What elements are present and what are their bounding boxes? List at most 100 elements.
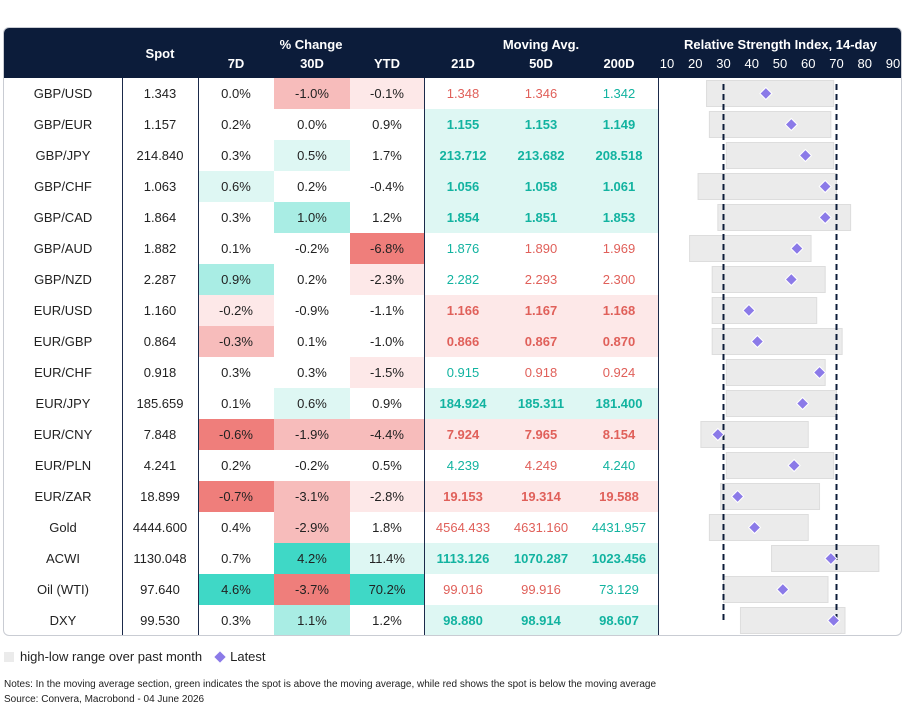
cell-ma200: 1.149 — [602, 117, 636, 132]
cell-d7: -0.6% — [198, 419, 274, 450]
cell-ma50: 1.890 — [524, 241, 558, 256]
ma-row-bg — [424, 481, 658, 512]
fx-table: Spot % Change 7D 30D YTD Moving Avg. 21D… — [3, 27, 902, 636]
cell-d7: 0.3% — [221, 210, 251, 225]
cell-ma200: 1.969 — [602, 241, 636, 256]
table-row: Oil (WTI) 97.640 4.6% -3.7% 70.2% 99.016 99.91… — [4, 574, 901, 605]
divider-spot — [198, 78, 199, 635]
cell-ytd: -2.8% — [350, 481, 424, 512]
cell-spot: 18.899 — [140, 489, 180, 504]
divider-name — [122, 78, 123, 635]
divider-change — [424, 78, 425, 635]
cell-d7: -0.3% — [198, 326, 274, 357]
cell-d7: 0.9% — [198, 264, 274, 295]
range-swatch — [4, 651, 14, 662]
cell-d30: -0.2% — [295, 458, 329, 473]
header-ytd: YTD — [374, 56, 400, 71]
cell-ma21: 4564.433 — [435, 520, 491, 535]
cell-name: EUR/GBP — [33, 334, 93, 349]
cell-ma21: 19.153 — [443, 489, 483, 504]
cell-d30: 0.5% — [274, 140, 350, 171]
cell-d30: 1.0% — [274, 202, 350, 233]
cell-ytd: 0.5% — [372, 458, 402, 473]
cell-name: ACWI — [46, 551, 80, 566]
cell-ma21: 0.915 — [446, 365, 480, 380]
cell-d7: 0.0% — [221, 86, 251, 101]
cell-d7: 0.3% — [221, 365, 251, 380]
ma-row-bg — [424, 605, 658, 635]
cell-spot: 99.530 — [140, 613, 180, 628]
cell-d30: 0.3% — [297, 365, 327, 380]
header-pct-change: % Change — [279, 37, 343, 52]
cell-ma50: 19.314 — [521, 489, 561, 504]
rsi-tick-20: 20 — [688, 56, 703, 71]
cell-ytd: -1.1% — [370, 303, 404, 318]
latest-marker-swatch — [214, 650, 226, 663]
header-200d: 200D — [603, 56, 635, 71]
cell-d7: -0.2% — [198, 295, 274, 326]
table-row: GBP/EUR 1.157 0.2% 0.0% 0.9% 1.155 1.153 1.149 — [4, 109, 901, 140]
cell-spot: 1.882 — [143, 241, 177, 256]
cell-spot: 4444.600 — [132, 520, 188, 535]
cell-name: EUR/JPY — [35, 396, 91, 411]
cell-ytd: -6.8% — [350, 233, 424, 264]
cell-spot: 214.840 — [136, 148, 184, 163]
source-text: Source: Convera, Macrobond - 04 June 202… — [4, 694, 205, 705]
cell-d30: 0.1% — [297, 334, 327, 349]
cell-ytd: -0.4% — [370, 179, 404, 194]
cell-ma200: 1023.456 — [591, 551, 647, 566]
cell-d30: 1.1% — [274, 605, 350, 635]
cell-name: EUR/CHF — [34, 365, 92, 380]
table-row: EUR/CHF 0.918 0.3% 0.3% -1.5% 0.915 0.918 0.924 — [4, 357, 901, 388]
table-row: GBP/NZD 2.287 0.9% 0.2% -2.3% 2.282 2.293 2.300 — [4, 264, 901, 295]
cell-spot: 2.287 — [143, 272, 177, 287]
cell-ma21: 1.876 — [446, 241, 480, 256]
table-row: EUR/JPY 185.659 0.1% 0.6% 0.9% 184.924 185.311… — [4, 388, 901, 419]
cell-name: GBP/CHF — [34, 179, 92, 194]
cell-ma21: 184.924 — [439, 396, 487, 411]
cell-ma50: 1.346 — [524, 86, 558, 101]
cell-spot: 7.848 — [143, 427, 177, 442]
cell-ytd: -4.4% — [350, 419, 424, 450]
cell-spot: 97.640 — [140, 582, 180, 597]
cell-ma50: 1.058 — [524, 179, 558, 194]
cell-d7: -0.7% — [198, 481, 274, 512]
cell-ma200: 2.300 — [602, 272, 636, 287]
cell-d30: -1.9% — [274, 419, 350, 450]
cell-spot: 0.918 — [143, 365, 177, 380]
cell-ma50: 0.867 — [524, 334, 558, 349]
cell-d30: -0.9% — [295, 303, 329, 318]
cell-ma200: 1.061 — [602, 179, 636, 194]
table-row: EUR/CNY 7.848 -0.6% -1.9% -4.4% 7.924 7.965 8.1… — [4, 419, 901, 450]
cell-ma21: 1.155 — [446, 117, 480, 132]
cell-ma21: 1.348 — [446, 86, 480, 101]
cell-spot: 1.063 — [143, 179, 177, 194]
cell-ma50: 4.249 — [524, 458, 558, 473]
cell-d30: 0.6% — [274, 388, 350, 419]
table-row: EUR/ZAR 18.899 -0.7% -3.1% -2.8% 19.153 19.314… — [4, 481, 901, 512]
cell-spot: 185.659 — [136, 396, 184, 411]
ma-row-bg — [424, 109, 658, 140]
cell-spot: 4.241 — [143, 458, 177, 473]
table-row: DXY 99.530 0.3% 1.1% 1.2% 98.880 98.914 98.607 — [4, 605, 901, 635]
cell-ma50: 2.293 — [524, 272, 558, 287]
table-header: Spot % Change 7D 30D YTD Moving Avg. 21D… — [4, 28, 901, 78]
cell-ma21: 213.712 — [439, 148, 487, 163]
cell-spot: 1130.048 — [133, 551, 187, 566]
cell-ma200: 98.607 — [599, 613, 639, 628]
cell-name: GBP/EUR — [33, 117, 93, 132]
legend-latest-label: Latest — [230, 649, 266, 665]
cell-ma50: 99.916 — [521, 582, 561, 597]
header-30d: 30D — [300, 56, 324, 71]
cell-ytd: -2.3% — [350, 264, 424, 295]
cell-spot: 1.864 — [143, 210, 177, 225]
cell-name: EUR/USD — [33, 303, 93, 318]
ma-row-bg — [424, 295, 658, 326]
cell-ytd: 1.8% — [372, 520, 402, 535]
cell-name: GBP/USD — [33, 86, 93, 101]
cell-name: GBP/AUD — [33, 241, 93, 256]
cell-d30: -3.1% — [274, 481, 350, 512]
cell-name: GBP/JPY — [35, 148, 91, 163]
ma-row-bg — [424, 543, 658, 574]
cell-ma21: 1113.126 — [436, 551, 490, 566]
